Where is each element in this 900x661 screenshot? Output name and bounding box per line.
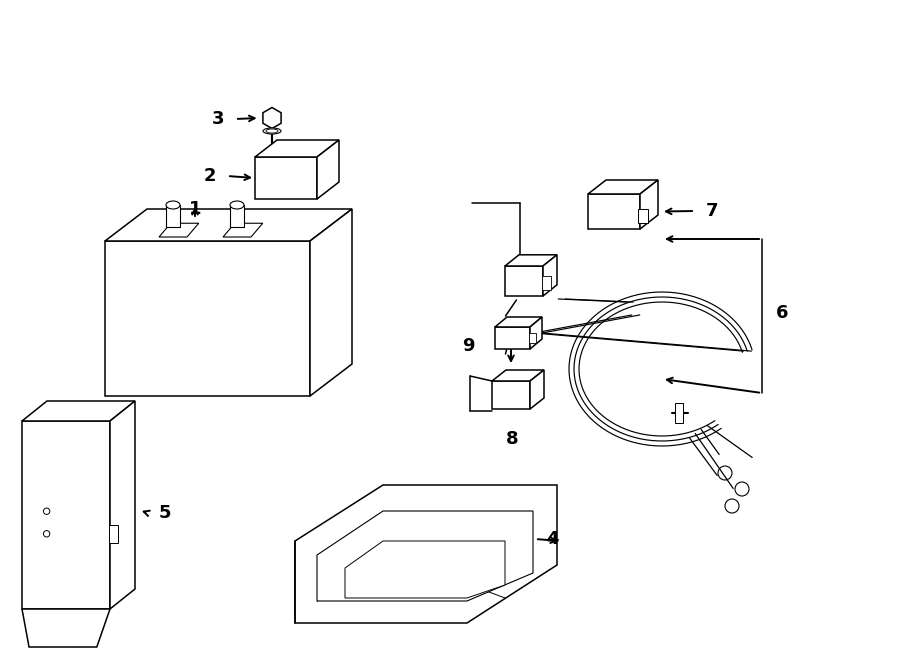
Polygon shape [543,254,557,296]
Circle shape [43,508,50,514]
Text: 5: 5 [158,504,171,522]
Text: 2: 2 [203,167,216,185]
Polygon shape [105,209,352,241]
Bar [588,194,640,229]
Polygon shape [295,485,557,623]
Bar [230,205,244,227]
Polygon shape [310,209,352,396]
Text: 1: 1 [189,200,202,218]
Text: 4: 4 [545,530,558,548]
Bar [255,157,317,199]
Polygon shape [588,180,658,194]
Polygon shape [530,370,544,409]
Text: 8: 8 [506,430,518,448]
Text: 6: 6 [776,304,788,322]
Polygon shape [223,223,263,237]
Ellipse shape [266,129,278,133]
Polygon shape [317,140,339,199]
Bar [542,276,551,290]
Ellipse shape [166,201,180,209]
Polygon shape [159,223,199,237]
Bar [505,266,543,296]
Bar [495,327,530,349]
Bar [638,209,648,223]
Ellipse shape [230,201,244,209]
Polygon shape [22,609,110,647]
Polygon shape [505,254,557,266]
Text: 7: 7 [706,202,718,220]
Polygon shape [492,370,544,381]
Bar [529,333,536,343]
Bar [492,381,530,409]
Polygon shape [110,401,135,609]
Text: 3: 3 [212,110,224,128]
Text: 9: 9 [462,337,474,355]
Polygon shape [345,541,505,598]
Polygon shape [640,180,658,229]
Bar [109,525,118,543]
Polygon shape [255,140,339,157]
Polygon shape [263,108,281,128]
Polygon shape [530,317,542,349]
Bar [22,421,110,609]
Polygon shape [495,317,542,327]
Bar [105,241,310,396]
Bar [675,403,683,423]
Ellipse shape [263,128,281,134]
Polygon shape [317,511,533,601]
Bar [166,205,180,227]
Polygon shape [22,401,135,421]
Circle shape [43,531,50,537]
